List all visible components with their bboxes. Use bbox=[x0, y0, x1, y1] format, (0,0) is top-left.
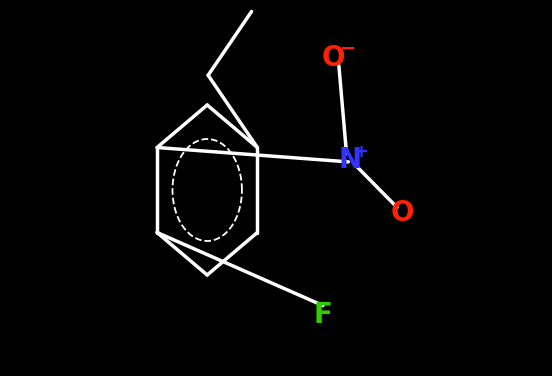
Text: +: + bbox=[353, 143, 368, 161]
Text: −: − bbox=[340, 39, 357, 58]
Text: O: O bbox=[391, 199, 415, 227]
Text: O: O bbox=[321, 44, 345, 72]
Text: N: N bbox=[339, 146, 362, 174]
Text: F: F bbox=[314, 301, 332, 329]
